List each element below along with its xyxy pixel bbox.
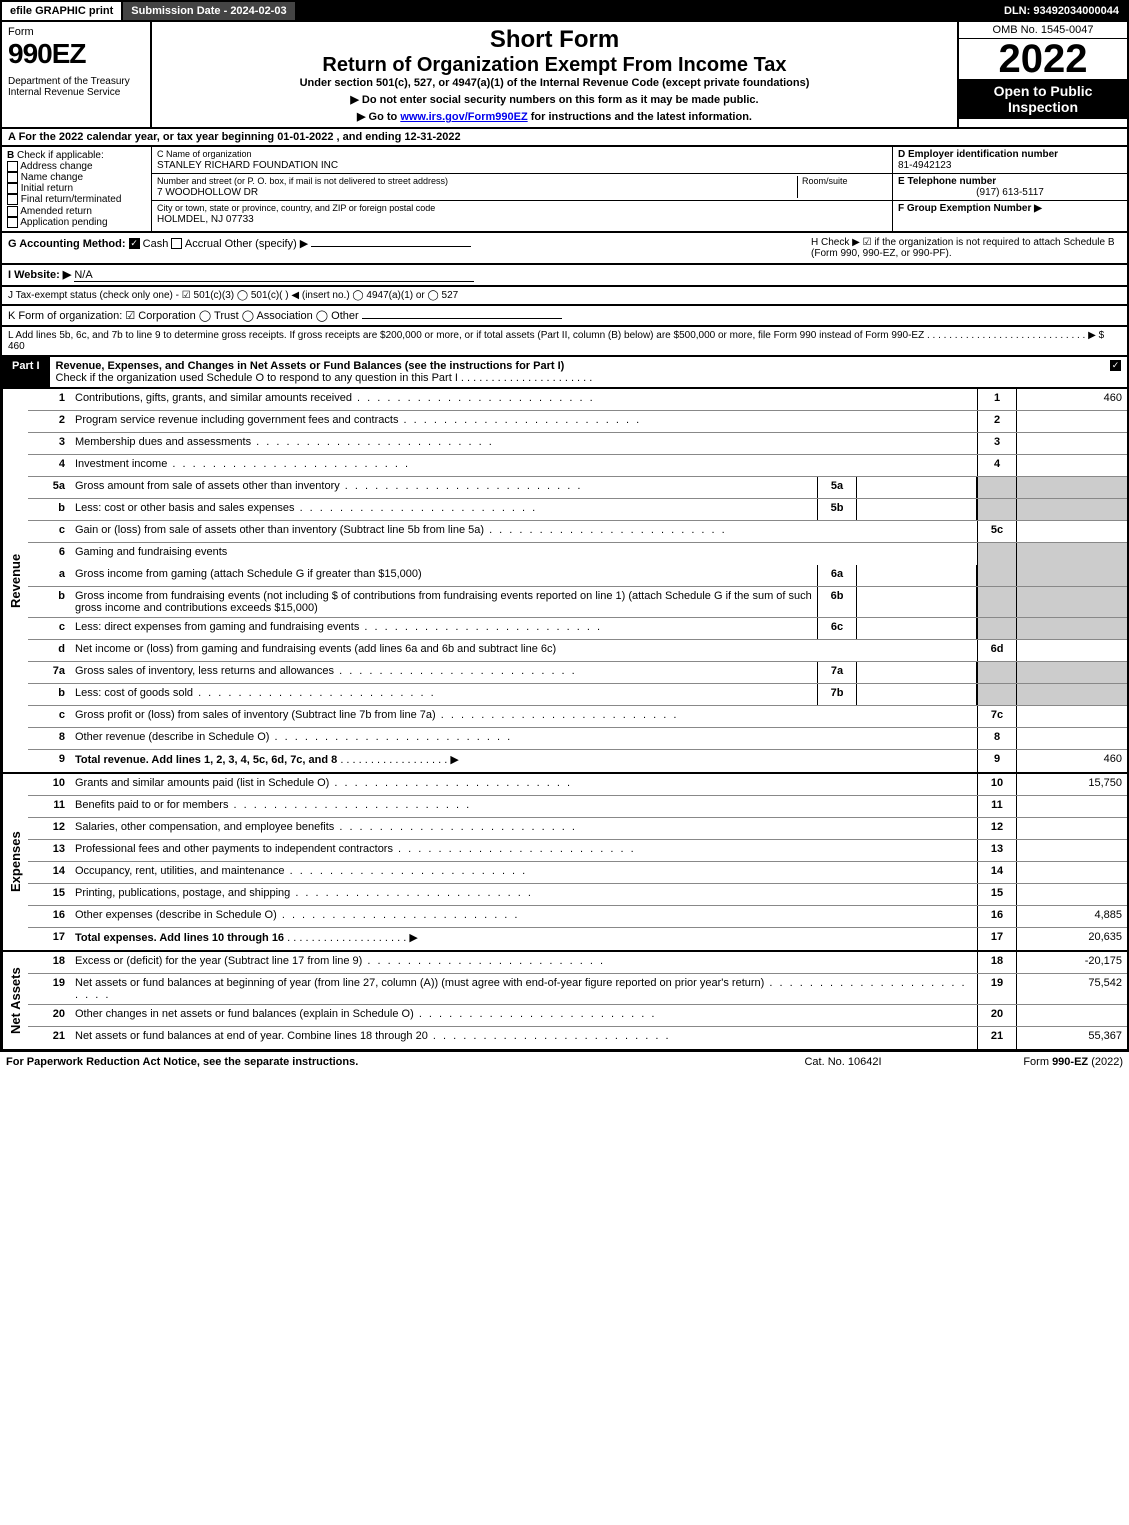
city-label: City or town, state or province, country… [157,203,435,213]
tel-value: (917) 613-5117 [898,187,1122,198]
ssn-warning: ▶ Do not enter social security numbers o… [160,93,949,106]
revenue-label: Revenue [2,389,28,772]
group-exemption-label: F Group Exemption Number ▶ [898,203,1042,214]
section-bcd: B Check if applicable: Address change Na… [0,147,1129,233]
part1-tag: Part I [2,357,50,387]
form-number: 990EZ [8,38,144,70]
org-name: STANLEY RICHARD FOUNDATION INC [157,160,338,171]
open-public: Open to Public Inspection [959,79,1127,119]
dept-label: Department of the Treasury Internal Reve… [8,76,144,98]
revenue-table: 1Contributions, gifts, grants, and simil… [28,389,1127,772]
header-left: Form 990EZ Department of the Treasury In… [2,22,152,127]
city-block: City or town, state or province, country… [152,201,892,227]
c-name-label: C Name of organization [157,149,252,159]
title-short-form: Short Form [160,26,949,54]
row-gh: G Accounting Method: ✓ Cash Accrual Othe… [0,233,1129,265]
header-right: OMB No. 1545-0047 2022 Open to Public In… [957,22,1127,127]
tel-label: E Telephone number [898,176,996,187]
b-label: B [7,150,14,161]
check-if-applicable: Check if applicable: [17,150,104,161]
addr-label: Number and street (or P. O. box, if mail… [157,176,448,186]
header-middle: Short Form Return of Organization Exempt… [152,22,957,127]
expenses-section: Expenses 10Grants and similar amounts pa… [0,774,1129,952]
netassets-section: Net Assets 18Excess or (deficit) for the… [0,952,1129,1051]
checkbox-cash[interactable]: ✓ [129,238,140,249]
ein-block: D Employer identification number 81-4942… [893,147,1127,174]
checkbox-accrual[interactable] [171,238,182,249]
form-ref: Form 990-EZ (2022) [943,1056,1123,1068]
title-return: Return of Organization Exempt From Incom… [160,54,949,77]
room-label: Room/suite [802,176,848,186]
netassets-table: 18Excess or (deficit) for the year (Subt… [28,952,1127,1049]
row-g: G Accounting Method: ✓ Cash Accrual Othe… [8,237,801,259]
goto-line: ▶ Go to www.irs.gov/Form990EZ for instru… [160,110,949,123]
col-c: C Name of organization STANLEY RICHARD F… [152,147,892,231]
tax-year: 2022 [959,39,1127,79]
netassets-label: Net Assets [2,952,28,1049]
checkbox-amended-return[interactable] [7,206,18,217]
col-b: B Check if applicable: Address change Na… [2,147,152,231]
ein-value: 81-4942123 [898,160,951,171]
checkbox-final-return[interactable] [7,194,18,205]
row-a: A For the 2022 calendar year, or tax yea… [0,129,1129,147]
checkbox-name-change[interactable] [7,172,18,183]
part1-header: Part I Revenue, Expenses, and Changes in… [0,357,1129,389]
tel-block: E Telephone number (917) 613-5117 [893,174,1127,201]
ein-label: D Employer identification number [898,149,1058,160]
form-header: Form 990EZ Department of the Treasury In… [0,22,1129,129]
top-bar: efile GRAPHIC print Submission Date - 20… [0,0,1129,22]
checkbox-initial-return[interactable] [7,183,18,194]
checkbox-address-change[interactable] [7,161,18,172]
part1-checkbox-wrap: ✓ [1104,357,1127,387]
under-section: Under section 501(c), 527, or 4947(a)(1)… [160,77,949,89]
part1-title: Revenue, Expenses, and Changes in Net As… [50,357,1104,387]
dln-label: DLN: 93492034000044 [996,2,1127,20]
row-h: H Check ▶ ☑ if the organization is not r… [801,237,1121,259]
row-i: I Website: ▶ N/A [0,265,1129,287]
i-label: I Website: ▶ [8,269,71,281]
addr-block: Number and street (or P. O. box, if mail… [152,174,892,201]
checkbox-application-pending[interactable] [7,217,18,228]
other-org-line [362,318,562,319]
form-label: Form [8,26,144,38]
row-j: J Tax-exempt status (check only one) - ☑… [0,287,1129,306]
row-l: L Add lines 5b, 6c, and 7b to line 9 to … [0,327,1129,357]
other-specify-line [311,246,471,247]
g-label: G Accounting Method: [8,238,126,250]
website-value: N/A [74,269,474,282]
page-footer: For Paperwork Reduction Act Notice, see … [0,1051,1129,1072]
checkbox-schedule-o[interactable]: ✓ [1110,360,1121,371]
efile-label[interactable]: efile GRAPHIC print [2,2,121,20]
revenue-section: Revenue 1Contributions, gifts, grants, a… [0,389,1129,774]
expenses-table: 10Grants and similar amounts paid (list … [28,774,1127,950]
expenses-label: Expenses [2,774,28,950]
cat-no: Cat. No. 10642I [743,1056,943,1068]
irs-link[interactable]: www.irs.gov/Form990EZ [400,111,527,123]
col-d: D Employer identification number 81-4942… [892,147,1127,231]
paperwork-notice: For Paperwork Reduction Act Notice, see … [6,1056,743,1068]
group-exemption-block: F Group Exemption Number ▶ [893,201,1127,216]
row-k: K Form of organization: ☑ Corporation ◯ … [0,306,1129,327]
city-state-zip: HOLMDEL, NJ 07733 [157,214,254,225]
org-name-block: C Name of organization STANLEY RICHARD F… [152,147,892,174]
street-address: 7 WOODHOLLOW DR [157,187,258,198]
submission-date: Submission Date - 2024-02-03 [121,2,296,20]
